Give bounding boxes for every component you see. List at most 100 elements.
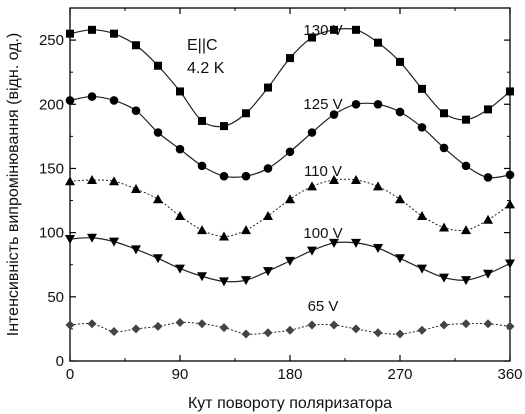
data-point-square (396, 57, 404, 66)
data-point-circle (175, 144, 185, 154)
data-point-triangle-down (131, 245, 141, 255)
data-point-circle (505, 170, 515, 180)
series-130-v (66, 25, 514, 131)
data-point-circle (461, 161, 471, 171)
series-110-v (65, 175, 515, 241)
data-point-circle (483, 173, 493, 182)
data-point-diamond (285, 325, 295, 335)
data-point-triangle-down (87, 233, 97, 243)
data-point-triangle-up (439, 222, 449, 232)
labels-layer: 130 V 125 V 110 V 100 V 65 V E||C 4.2 K (187, 22, 343, 315)
data-point-circle (373, 99, 383, 109)
data-point-square (506, 87, 514, 96)
data-point-diamond (219, 323, 229, 333)
data-point-diamond (87, 319, 97, 329)
data-point-diamond (329, 320, 339, 330)
data-point-triangle-down (351, 238, 361, 248)
data-point-triangle-down (241, 276, 251, 286)
data-point-circle (307, 128, 317, 137)
data-point-triangle-up (87, 175, 97, 185)
x-tick-label: 360 (497, 366, 522, 383)
data-point-circle (131, 106, 141, 115)
data-point-triangle-up (307, 181, 317, 191)
data-point-triangle-up (461, 225, 471, 235)
data-point-circle (395, 107, 405, 117)
axes: 0 90 180 270 360 0 50 100 150 200 250 Кут повороту … (5, 7, 523, 412)
data-point-triangle-up (131, 183, 141, 193)
x-axis-title: Кут повороту поляризатора (188, 395, 392, 412)
data-point-triangle-up (175, 210, 185, 220)
data-point-triangle-down (65, 235, 75, 245)
data-point-circle (351, 99, 361, 109)
data-point-triangle-up (373, 181, 383, 191)
data-point-square (330, 25, 338, 34)
x-tick-label: 0 (66, 366, 74, 383)
data-point-triangle-down (219, 277, 229, 287)
data-point-circle (65, 96, 75, 105)
data-point-triangle-up (285, 194, 295, 204)
data-point-triangle-up (351, 175, 361, 185)
data-point-triangle-down (263, 267, 273, 277)
data-point-circle (329, 110, 339, 119)
data-point-diamond (461, 319, 471, 329)
data-point-triangle-down (307, 246, 317, 256)
series-label: 125 V (303, 96, 342, 113)
x-tick-label: 90 (172, 366, 189, 383)
data-point-triangle-down (109, 237, 119, 247)
data-point-triangle-up (241, 225, 251, 235)
y-tick-label: 0 (56, 353, 64, 370)
data-point-square (220, 122, 228, 131)
data-point-circle (241, 171, 251, 181)
data-point-triangle-up (395, 194, 405, 204)
data-point-square (374, 38, 382, 47)
data-point-triangle-up (329, 175, 339, 185)
data-point-circle (153, 128, 163, 137)
series-label: 65 V (308, 298, 339, 315)
data-point-triangle-down (461, 276, 471, 286)
data-point-square (440, 109, 448, 118)
data-point-diamond (505, 321, 515, 331)
data-point-triangle-down (395, 254, 405, 264)
series-65-v (65, 317, 515, 339)
data-point-circle (87, 92, 97, 101)
data-point-diamond (131, 324, 141, 334)
y-tick-label: 200 (39, 96, 64, 113)
x-tick-label: 270 (387, 366, 412, 383)
x-tick-label: 180 (277, 366, 302, 383)
data-point-square (66, 29, 74, 38)
data-point-circle (109, 96, 119, 105)
data-point-diamond (263, 328, 273, 338)
data-point-triangle-down (197, 272, 207, 282)
data-point-triangle-down (483, 269, 493, 279)
data-point-diamond (483, 319, 493, 329)
data-point-diamond (439, 320, 449, 330)
data-point-square (462, 115, 470, 124)
data-point-circle (197, 161, 207, 171)
data-point-square (286, 54, 294, 63)
series-label: 130 V (303, 22, 342, 39)
data-point-triangle-down (175, 264, 185, 274)
data-point-triangle-up (505, 199, 515, 209)
data-point-diamond (241, 329, 251, 339)
data-point-triangle-down (505, 259, 515, 269)
series-100-v (65, 233, 515, 287)
annotation-polarization: E||C (187, 37, 218, 54)
data-point-square (110, 29, 118, 38)
data-point-diamond (175, 317, 185, 327)
data-point-square (132, 41, 140, 50)
y-axis-title: Інтенсивність випромінювання (відн. од.) (5, 33, 22, 337)
data-point-diamond (65, 320, 75, 330)
data-point-diamond (109, 326, 119, 336)
data-point-triangle-up (109, 176, 119, 186)
data-point-triangle-down (153, 254, 163, 264)
data-point-circle (285, 147, 295, 157)
data-point-triangle-up (65, 176, 75, 186)
data-point-circle (263, 164, 273, 173)
data-point-diamond (351, 324, 361, 334)
data-point-triangle-up (483, 214, 493, 224)
y-tick-label: 150 (39, 160, 64, 177)
data-point-square (418, 84, 426, 93)
data-point-diamond (307, 320, 317, 330)
